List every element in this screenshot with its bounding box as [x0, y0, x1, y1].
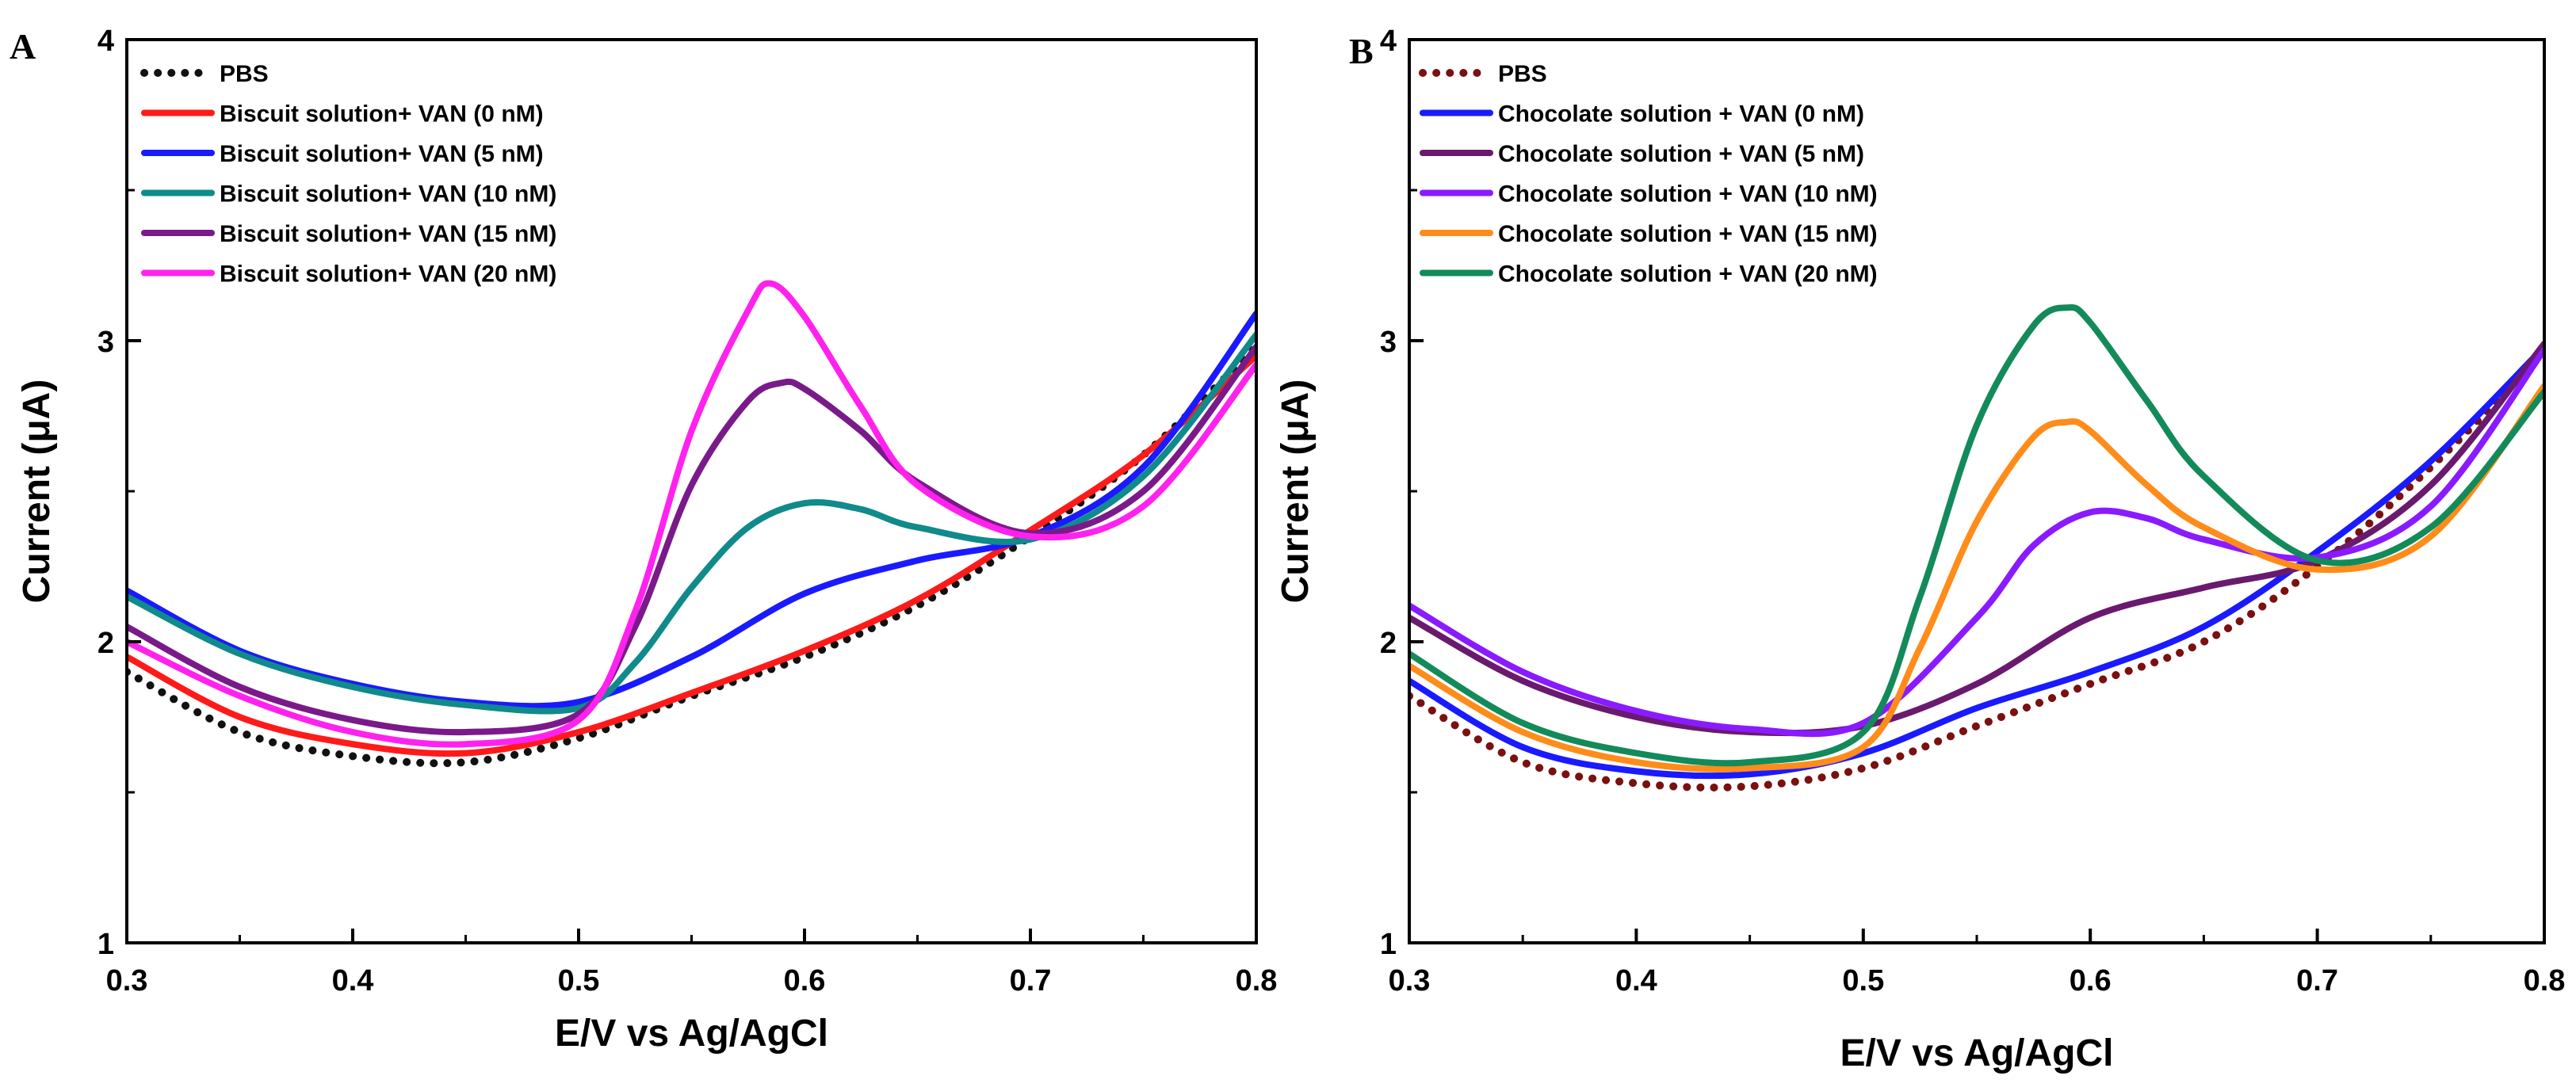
x-tick-label: 0.7: [2296, 964, 2338, 998]
series-line-2: [127, 310, 1256, 710]
series-line-3: [1409, 346, 2544, 738]
legend-label-5: Chocolate solution + VAN (20 nM): [1498, 261, 1878, 288]
series-lines: [1409, 304, 2544, 792]
y-tick-label: 1: [1380, 928, 1397, 961]
series-line-4: [1409, 383, 2544, 772]
x-tick-label: 0.6: [784, 964, 826, 998]
legend-label-4: Biscuit solution+ VAN (15 nM): [220, 221, 556, 247]
x-tick-label: 0.6: [2070, 964, 2112, 998]
x-tick-label: 0.5: [558, 964, 600, 998]
x-tick-label: 0.3: [106, 964, 148, 998]
x-tick-label: 0.7: [1010, 964, 1052, 998]
legend-label-1: Chocolate solution + VAN (0 nM): [1498, 101, 1864, 128]
legend-label-3: Chocolate solution + VAN (10 nM): [1498, 181, 1878, 208]
y-tick-label: 3: [1380, 326, 1397, 359]
y-tick-label: 2: [97, 627, 114, 660]
legend-label-2: Biscuit solution+ VAN (5 nM): [220, 141, 544, 167]
legend-label-1: Biscuit solution+ VAN (0 nM): [220, 101, 544, 128]
y-tick-label: 4: [97, 25, 114, 58]
panel-label: A: [10, 26, 36, 67]
chart-panel-a: 0.3 0.4 0.5 0.6 0.7 0.8 1 2 3 4 E/V vs Ag/AgCl Curr…: [10, 25, 1277, 1055]
series-line-5: [1409, 304, 2544, 767]
chart-panel-b: 0.3 0.4 0.5 0.6 0.7 0.8 1 2 3 4 E/V vs Ag/AgCl Curr…: [1275, 25, 2565, 1074]
series-lines: [127, 280, 1256, 768]
legend-label-3: Biscuit solution+ VAN (10 nM): [220, 181, 556, 208]
series-line-5: [127, 280, 1256, 748]
series-line-2: [1409, 340, 2544, 737]
legend-label-5: Biscuit solution+ VAN (20 nM): [220, 261, 556, 288]
legend-label-0: PBS: [1498, 61, 1547, 87]
y-tick-label: 1: [97, 928, 114, 961]
x-tick-label: 0.8: [2524, 964, 2566, 998]
y-tick-label: 3: [97, 326, 114, 359]
series-line-0: [1409, 349, 2544, 792]
legend-label-4: Chocolate solution + VAN (15 nM): [1498, 221, 1878, 247]
panel-label: B: [1349, 31, 1374, 71]
x-tick-label: 0.5: [1842, 964, 1884, 998]
series-line-1: [1409, 343, 2544, 780]
series-line-0: [127, 342, 1256, 768]
plot-frame: [1408, 38, 2546, 944]
x-axis-title: E/V vs Ag/AgCl: [555, 1013, 828, 1055]
x-tick-label: 0.8: [1236, 964, 1278, 998]
x-axis-title: E/V vs Ag/AgCl: [1840, 1032, 2114, 1074]
y-axis-title: Current (μA): [16, 380, 58, 604]
y-axis-title: Current (μA): [1275, 380, 1317, 604]
x-tick-label: 0.4: [332, 964, 374, 998]
x-tick-label: 0.3: [1389, 964, 1431, 998]
y-tick-label: 2: [1380, 627, 1397, 660]
legend-label-2: Chocolate solution + VAN (5 nM): [1498, 141, 1864, 167]
x-tick-label: 0.4: [1615, 964, 1657, 998]
series-line-1: [127, 353, 1256, 757]
legend: PBS Biscuit solution+ VAN (0 nM) Biscuit s…: [140, 61, 556, 288]
legend: PBS Chocolate solution + VAN (0 nM) Chocol…: [1419, 61, 1878, 288]
legend-label-0: PBS: [220, 61, 269, 87]
y-tick-label: 4: [1380, 25, 1397, 58]
